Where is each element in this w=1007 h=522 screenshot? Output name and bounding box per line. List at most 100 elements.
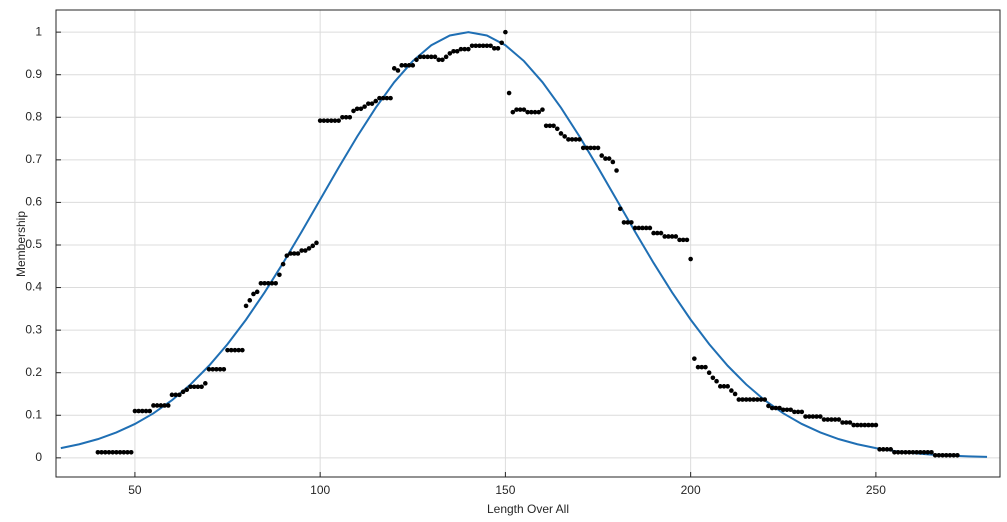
x-tick-label: 50 (128, 483, 142, 497)
data-point (136, 408, 141, 414)
data-point (543, 123, 549, 129)
data-point (451, 48, 456, 54)
data-point (195, 384, 201, 390)
data-point (506, 90, 512, 96)
data-point (869, 422, 875, 428)
y-tick-label: 0.9 (25, 67, 42, 81)
data-point (895, 450, 901, 455)
data-point (847, 420, 853, 425)
data-point (762, 397, 768, 402)
plot-frame (55, 9, 1001, 478)
y-tick-label: 0 (35, 450, 42, 464)
data-point (755, 397, 760, 402)
data-point (369, 101, 375, 106)
data-point (117, 450, 123, 455)
data-point (906, 450, 912, 455)
data-point (491, 46, 497, 51)
data-point (340, 114, 345, 120)
data-point (217, 366, 223, 372)
data-point (177, 392, 182, 398)
data-point (454, 48, 460, 54)
data-point (855, 422, 860, 428)
data-point (540, 107, 545, 112)
data-point (766, 403, 771, 409)
data-point (466, 46, 471, 52)
data-point (814, 414, 819, 419)
data-point (914, 450, 919, 455)
y-tick-label: 0.3 (25, 322, 42, 336)
data-point (773, 405, 779, 411)
y-tick-label: 0.2 (25, 365, 42, 379)
data-point (102, 450, 108, 455)
data-point (603, 156, 608, 161)
y-tick-label: 0.7 (25, 152, 42, 166)
data-point (388, 95, 393, 101)
data-point (588, 145, 593, 151)
data-point (777, 405, 782, 411)
data-point (343, 114, 349, 120)
data-point (714, 378, 719, 384)
y-tick-label: 1 (35, 24, 42, 38)
data-point (510, 109, 516, 115)
data-point (462, 46, 467, 52)
data-point (643, 225, 649, 231)
data-point (377, 95, 382, 101)
data-point (328, 118, 334, 123)
data-point (932, 452, 938, 458)
y-axis-label: Membership (14, 211, 28, 277)
data-point (729, 388, 734, 393)
data-point (732, 391, 738, 397)
data-point (321, 118, 327, 123)
data-point (662, 234, 668, 239)
data-point (929, 450, 934, 455)
data-point (151, 403, 156, 408)
data-point (654, 230, 660, 236)
data-point (495, 46, 501, 51)
data-point (606, 156, 612, 161)
data-point (125, 450, 130, 455)
data-point (169, 392, 175, 398)
data-point (621, 220, 627, 225)
data-point (380, 95, 386, 101)
data-point (921, 450, 927, 455)
data-point (632, 225, 638, 231)
data-point (314, 240, 319, 246)
data-point (669, 234, 675, 239)
data-point (384, 95, 390, 101)
data-point (743, 397, 749, 402)
data-point (403, 63, 408, 68)
data-point (629, 220, 634, 225)
data-point (554, 126, 560, 132)
data-point (303, 248, 308, 253)
data-point (114, 450, 119, 455)
data-point (636, 225, 642, 231)
data-point (395, 68, 401, 73)
data-point (284, 253, 290, 258)
data-point (140, 408, 145, 414)
data-point (829, 417, 834, 422)
data-point (688, 256, 693, 262)
data-point (291, 251, 297, 256)
x-tick-label: 150 (495, 483, 515, 497)
data-point (536, 109, 542, 115)
data-point (417, 54, 423, 60)
data-point (818, 414, 823, 419)
data-point (951, 452, 956, 458)
data-point (277, 272, 282, 278)
data-point (203, 381, 208, 386)
data-point (795, 409, 801, 415)
data-point (532, 109, 538, 115)
data-point (421, 54, 427, 60)
data-point (717, 384, 723, 389)
data-point (228, 347, 234, 353)
data-point (692, 356, 697, 361)
data-point (206, 366, 212, 372)
data-point (154, 403, 160, 408)
data-point (288, 251, 293, 256)
data-point (892, 450, 897, 455)
data-point (251, 291, 256, 297)
data-point (414, 57, 419, 63)
data-point (792, 409, 797, 415)
